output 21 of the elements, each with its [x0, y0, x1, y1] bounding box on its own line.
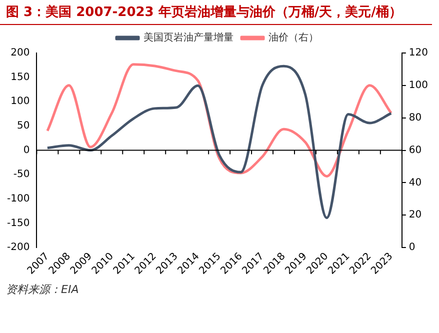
line-series	[46, 64, 392, 220]
y-tick-label: -100	[6, 193, 30, 204]
y-tick-label: 50	[16, 120, 30, 132]
y-tick-label: 0	[23, 144, 30, 156]
legend-label: 美国页岩油产量增量	[144, 32, 234, 44]
y-tick-label: -50	[13, 169, 30, 180]
y2-tick-label: 80	[408, 112, 422, 124]
y2-tick-label: 60	[408, 144, 422, 156]
y2-tick-label: 0	[408, 242, 416, 254]
y2-tick-label: 120	[408, 48, 428, 59]
y-tick-label: -200	[6, 242, 30, 254]
y2-tick-label: 40	[408, 177, 422, 188]
chart-title: 图 3：美国 2007-2023 年页岩油增量与油价（万桶/天，美元/桶）	[0, 0, 432, 25]
y-tick-label: 200	[10, 48, 30, 59]
y-tick-label: 150	[10, 72, 30, 83]
y-tick-label: 100	[10, 96, 30, 108]
text: 资料来源：EIA	[5, 282, 80, 298]
y-tick-label: -150	[6, 218, 30, 229]
legend-label: 油价（右）	[268, 32, 318, 44]
y2-tick-label: 100	[408, 80, 428, 92]
y2-tick-label: 20	[408, 210, 422, 221]
